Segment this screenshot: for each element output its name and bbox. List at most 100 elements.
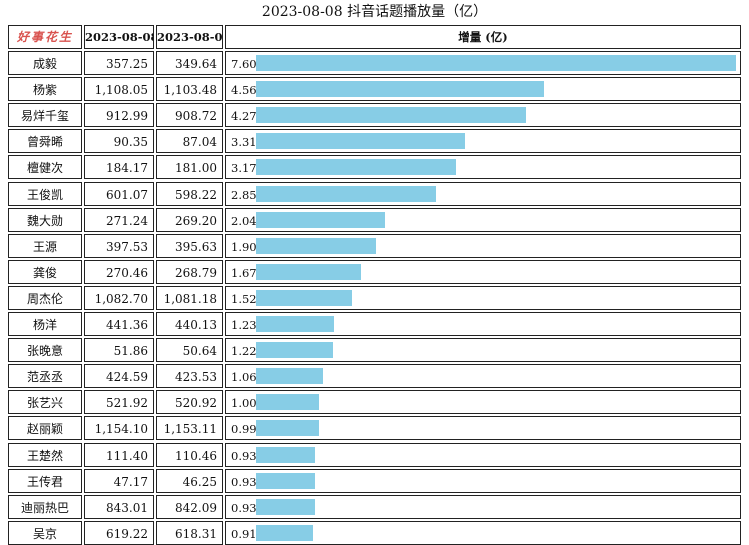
row-value-today-text: 357.25 — [106, 57, 148, 71]
row-increase: 4.56 — [225, 77, 741, 101]
row-value-today: 619.22 — [84, 521, 154, 545]
bar — [256, 394, 319, 410]
row-value-today-text: 270.46 — [106, 266, 148, 280]
row-value-today-text: 424.59 — [106, 370, 148, 384]
bar — [256, 81, 544, 97]
bar — [256, 264, 361, 280]
row-value-today: 1,108.05 — [84, 77, 154, 101]
row-value-today-text: 521.92 — [106, 396, 148, 410]
row-value-yesterday-text: 440.13 — [175, 318, 217, 332]
row-value-yesterday-text: 181.00 — [175, 161, 217, 175]
row-value-yesterday: 395.63 — [156, 234, 223, 258]
row-value-today: 1,082.70 — [84, 286, 154, 310]
row-name-text: 赵丽颖 — [26, 422, 63, 436]
bar — [256, 212, 385, 228]
row-value-today-text: 271.24 — [106, 214, 148, 228]
row-value-today: 521.92 — [84, 390, 154, 414]
row-name-text: 王俊凯 — [26, 188, 63, 202]
row-value-yesterday-text: 423.53 — [175, 370, 217, 384]
row-name: 张艺兴 — [8, 390, 82, 414]
row-value-yesterday-text: 908.72 — [175, 109, 217, 123]
row-value-today-text: 397.53 — [106, 240, 148, 254]
row-name: 迪丽热巴 — [8, 495, 82, 519]
row-name: 王俊凯 — [8, 182, 82, 206]
row-increase: 2.04 — [225, 208, 741, 232]
row-value-today-text: 184.17 — [106, 161, 148, 175]
row-value-today-text: 843.01 — [106, 501, 148, 515]
row-value-yesterday-text: 618.31 — [175, 527, 217, 541]
row-name: 王楚然 — [8, 443, 82, 467]
row-increase: 3.31 — [225, 129, 741, 153]
row-name-text: 张艺兴 — [26, 396, 63, 410]
row-value-yesterday: 349.64 — [156, 51, 223, 75]
row-name: 杨洋 — [8, 312, 82, 336]
row-value-yesterday: 87.04 — [156, 129, 223, 153]
row-name: 魏大勋 — [8, 208, 82, 232]
header-increase: 增量 (亿) — [225, 25, 741, 49]
row-value-today: 424.59 — [84, 364, 154, 388]
bar — [256, 316, 334, 332]
row-value-today-text: 601.07 — [106, 188, 148, 202]
bar-data-label: 0.93 — [231, 501, 257, 515]
row-value-yesterday: 268.79 — [156, 260, 223, 284]
row-name: 檀健次 — [8, 155, 82, 179]
row-value-today: 271.24 — [84, 208, 154, 232]
bar — [256, 186, 436, 202]
row-value-today-text: 912.99 — [106, 109, 148, 123]
bar-data-label: 0.93 — [231, 449, 257, 463]
row-increase: 1.23 — [225, 312, 741, 336]
row-name: 曾舜晞 — [8, 129, 82, 153]
row-increase: 7.60 — [225, 51, 741, 75]
bar-data-label: 1.00 — [231, 396, 257, 410]
row-value-today-text: 51.86 — [113, 344, 148, 358]
bar-data-label: 1.22 — [231, 344, 257, 358]
row-value-yesterday-text: 520.92 — [175, 396, 217, 410]
row-value-today-text: 619.22 — [106, 527, 148, 541]
logo-text: 好事花生 — [8, 25, 82, 49]
row-value-yesterday: 598.22 — [156, 182, 223, 206]
row-value-yesterday-text: 87.04 — [182, 135, 217, 149]
row-value-yesterday-text: 842.09 — [175, 501, 217, 515]
row-increase: 1.67 — [225, 260, 741, 284]
row-value-today: 441.36 — [84, 312, 154, 336]
row-increase: 1.52 — [225, 286, 741, 310]
bar — [256, 290, 352, 306]
row-value-yesterday: 1,081.18 — [156, 286, 223, 310]
bar — [256, 420, 319, 436]
row-value-yesterday-text: 110.46 — [175, 449, 217, 463]
row-value-today: 843.01 — [84, 495, 154, 519]
row-value-yesterday-text: 598.22 — [175, 188, 217, 202]
row-value-today: 184.17 — [84, 155, 154, 179]
row-name-text: 王楚然 — [26, 449, 63, 463]
row-name: 吴京 — [8, 521, 82, 545]
row-value-yesterday: 842.09 — [156, 495, 223, 519]
row-value-yesterday: 181.00 — [156, 155, 223, 179]
row-value-today: 357.25 — [84, 51, 154, 75]
row-value-today: 1,154.10 — [84, 416, 154, 440]
row-value-yesterday: 1,103.48 — [156, 77, 223, 101]
row-name-text: 曾舜晞 — [26, 135, 63, 149]
row-name-text: 杨洋 — [32, 318, 57, 332]
row-value-today: 270.46 — [84, 260, 154, 284]
row-value-today: 90.35 — [84, 129, 154, 153]
row-value-yesterday: 440.13 — [156, 312, 223, 336]
row-increase: 0.99 — [225, 416, 741, 440]
row-increase: 1.00 — [225, 390, 741, 414]
row-value-today-text: 111.40 — [106, 449, 148, 463]
bar-data-label: 1.67 — [231, 266, 257, 280]
row-name: 范丞丞 — [8, 364, 82, 388]
bar — [256, 133, 465, 149]
row-value-yesterday-text: 1,081.18 — [163, 292, 217, 306]
row-value-today: 47.17 — [84, 469, 154, 493]
row-value-yesterday-text: 349.64 — [175, 57, 217, 71]
row-name-text: 张晚意 — [26, 344, 63, 358]
bar — [256, 525, 313, 541]
bar — [256, 473, 315, 489]
row-increase: 0.93 — [225, 443, 741, 467]
row-name-text: 吴京 — [32, 527, 57, 541]
row-value-yesterday-text: 1,153.11 — [163, 422, 217, 436]
row-increase: 1.90 — [225, 234, 741, 258]
bar — [256, 499, 315, 515]
row-value-yesterday: 110.46 — [156, 443, 223, 467]
row-increase: 1.22 — [225, 338, 741, 362]
